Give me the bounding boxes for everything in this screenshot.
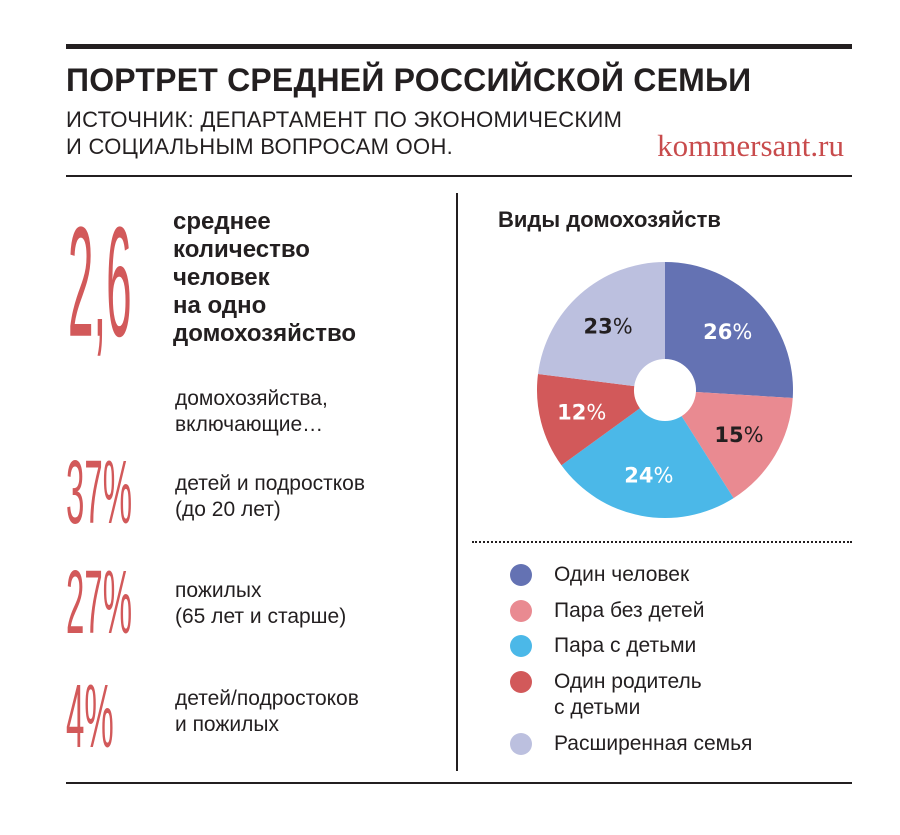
children-label: детей и подростков (до 20 лет)	[175, 471, 445, 523]
including-line: домохозяйства,	[175, 387, 328, 410]
pie-slice	[537, 373, 640, 466]
children-percent: 37%	[66, 441, 133, 543]
avg-label-line: домохозяйство	[173, 320, 357, 347]
source-line-1: ИСТОЧНИК: ДЕПАРТАМЕНТ ПО ЭКОНОМИЧЕСКИМ	[66, 107, 623, 132]
slice-value-label: 24%	[624, 463, 673, 487]
children-line: (до 20 лет)	[175, 498, 281, 521]
legend-label: Пара без детей	[554, 599, 705, 622]
both-label: детей/подростоков и пожилых	[175, 686, 445, 738]
avg-label-line: человек	[173, 264, 270, 291]
pie-slice	[538, 262, 665, 387]
both-line: детей/подростоков	[175, 687, 359, 710]
elderly-line: (65 лет и старше)	[175, 605, 347, 628]
column-divider	[456, 193, 458, 771]
avg-label-line: количество	[173, 236, 310, 263]
source-line-2: И СОЦИАЛЬНЫМ ВОПРОСАМ ООН.	[66, 134, 454, 159]
legend-label: Один человек	[554, 563, 690, 586]
page-title: ПОРТРЕТ СРЕДНЕЙ РОССИЙСКОЙ СЕМЬИ	[66, 62, 752, 98]
avg-label-line: среднее	[173, 208, 271, 235]
slice-value-label: 26%	[703, 320, 752, 344]
avg-people-value: 2,6	[68, 193, 132, 370]
slice-value-label: 23%	[584, 314, 633, 338]
pie-slice	[561, 408, 734, 518]
elderly-label: пожилых (65 лет и старше)	[175, 578, 445, 630]
children-line: детей и подростков	[175, 472, 366, 495]
both-percent: 4%	[66, 665, 114, 767]
elderly-percent: 27%	[66, 551, 133, 653]
legend-label: Один родитель с детьми	[554, 670, 702, 719]
bottom-rule	[66, 782, 852, 784]
both-line: и пожилых	[175, 713, 280, 736]
including-line: включающие…	[175, 413, 324, 436]
legend-swatch	[510, 635, 532, 657]
avg-label-line: на одно	[173, 292, 267, 319]
household-donut-chart: 26% 15% 24% 12% 23%	[537, 262, 793, 518]
legend-swatch	[510, 671, 532, 693]
brand-logo: kommersant.ru	[657, 128, 844, 163]
legend-label: Расширенная семья	[554, 732, 753, 755]
avg-people-label: среднее количество человек на одно домох…	[173, 208, 433, 348]
slice-value-label: 15%	[714, 423, 763, 447]
chart-title: Виды домохозяйств	[498, 207, 721, 232]
legend-swatch	[510, 600, 532, 622]
pie-slice	[665, 262, 793, 399]
legend-swatch	[510, 733, 532, 755]
elderly-line: пожилых	[175, 579, 262, 602]
including-label: домохозяйства, включающие…	[175, 386, 445, 438]
header-rule	[66, 175, 852, 177]
legend-divider	[472, 541, 852, 543]
pie-slice	[681, 391, 793, 499]
legend-swatch	[510, 564, 532, 586]
legend-label: Пара с детьми	[554, 634, 697, 657]
slice-value-label: 12%	[557, 400, 606, 424]
top-rule	[66, 44, 852, 49]
